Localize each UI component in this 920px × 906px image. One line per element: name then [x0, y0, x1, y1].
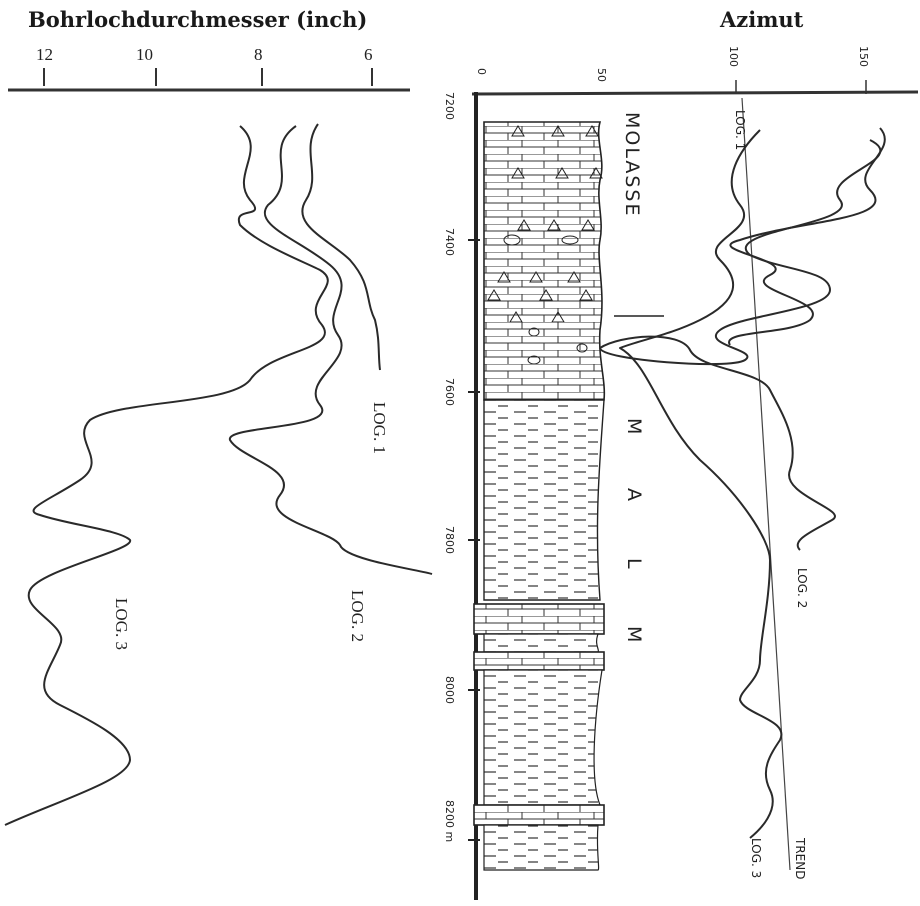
- formation-malm-l: L: [623, 558, 645, 571]
- left-log3-label: LOG. 3: [112, 598, 131, 650]
- depth-label-8000: 8000: [443, 676, 456, 704]
- right-log2-curve: [599, 139, 882, 551]
- right-log1-curve: [728, 127, 886, 346]
- right-log1-label: LOG. 1: [733, 110, 747, 150]
- depth-label-7400: 7400: [443, 228, 456, 256]
- trend-label: TREND: [793, 837, 807, 879]
- depth-ticks: [468, 239, 480, 841]
- right-tick-marks: [735, 80, 867, 94]
- formation-malm-m1: M: [623, 418, 645, 436]
- depth-label-7200: 7200: [443, 92, 456, 120]
- depth-label-8200: 8200 m: [443, 800, 456, 842]
- depth-label-7800: 7800: [443, 526, 456, 554]
- right-log2-label: LOG. 2: [795, 568, 809, 608]
- column-scale-0: 0: [475, 68, 488, 75]
- left-tick-12: 12: [36, 45, 53, 64]
- right-tick-150: 150: [857, 46, 870, 67]
- left-log2-label: LOG. 2: [348, 590, 367, 642]
- left-tick-marks: [43, 68, 373, 86]
- left-log1-curve: [301, 123, 381, 371]
- formation-malm-a: A: [623, 488, 645, 503]
- depth-label-7600: 7600: [443, 378, 456, 406]
- left-tick-10: 10: [136, 45, 153, 64]
- right-axis: [471, 90, 919, 96]
- formation-molasse: MOLASSE: [621, 112, 643, 218]
- left-tick-8: 8: [254, 45, 263, 64]
- left-tick-6: 6: [364, 45, 373, 64]
- trend-line: [741, 97, 791, 871]
- left-log2-curve: [229, 125, 433, 575]
- left-log1-label: LOG. 1: [370, 402, 389, 454]
- formation-malm-m2: M: [623, 626, 645, 644]
- right-tick-100: 100: [727, 46, 740, 67]
- left-log3-curve: [4, 125, 329, 826]
- right-panel-title: Azimut: [719, 7, 804, 32]
- lithology-column: [473, 121, 606, 871]
- right-log3-curve: [619, 129, 783, 839]
- column-scale-50: 50: [595, 68, 608, 82]
- right-log3-label: LOG. 3: [749, 838, 763, 878]
- left-panel-title: Bohrlochdurchmesser (inch): [28, 7, 367, 32]
